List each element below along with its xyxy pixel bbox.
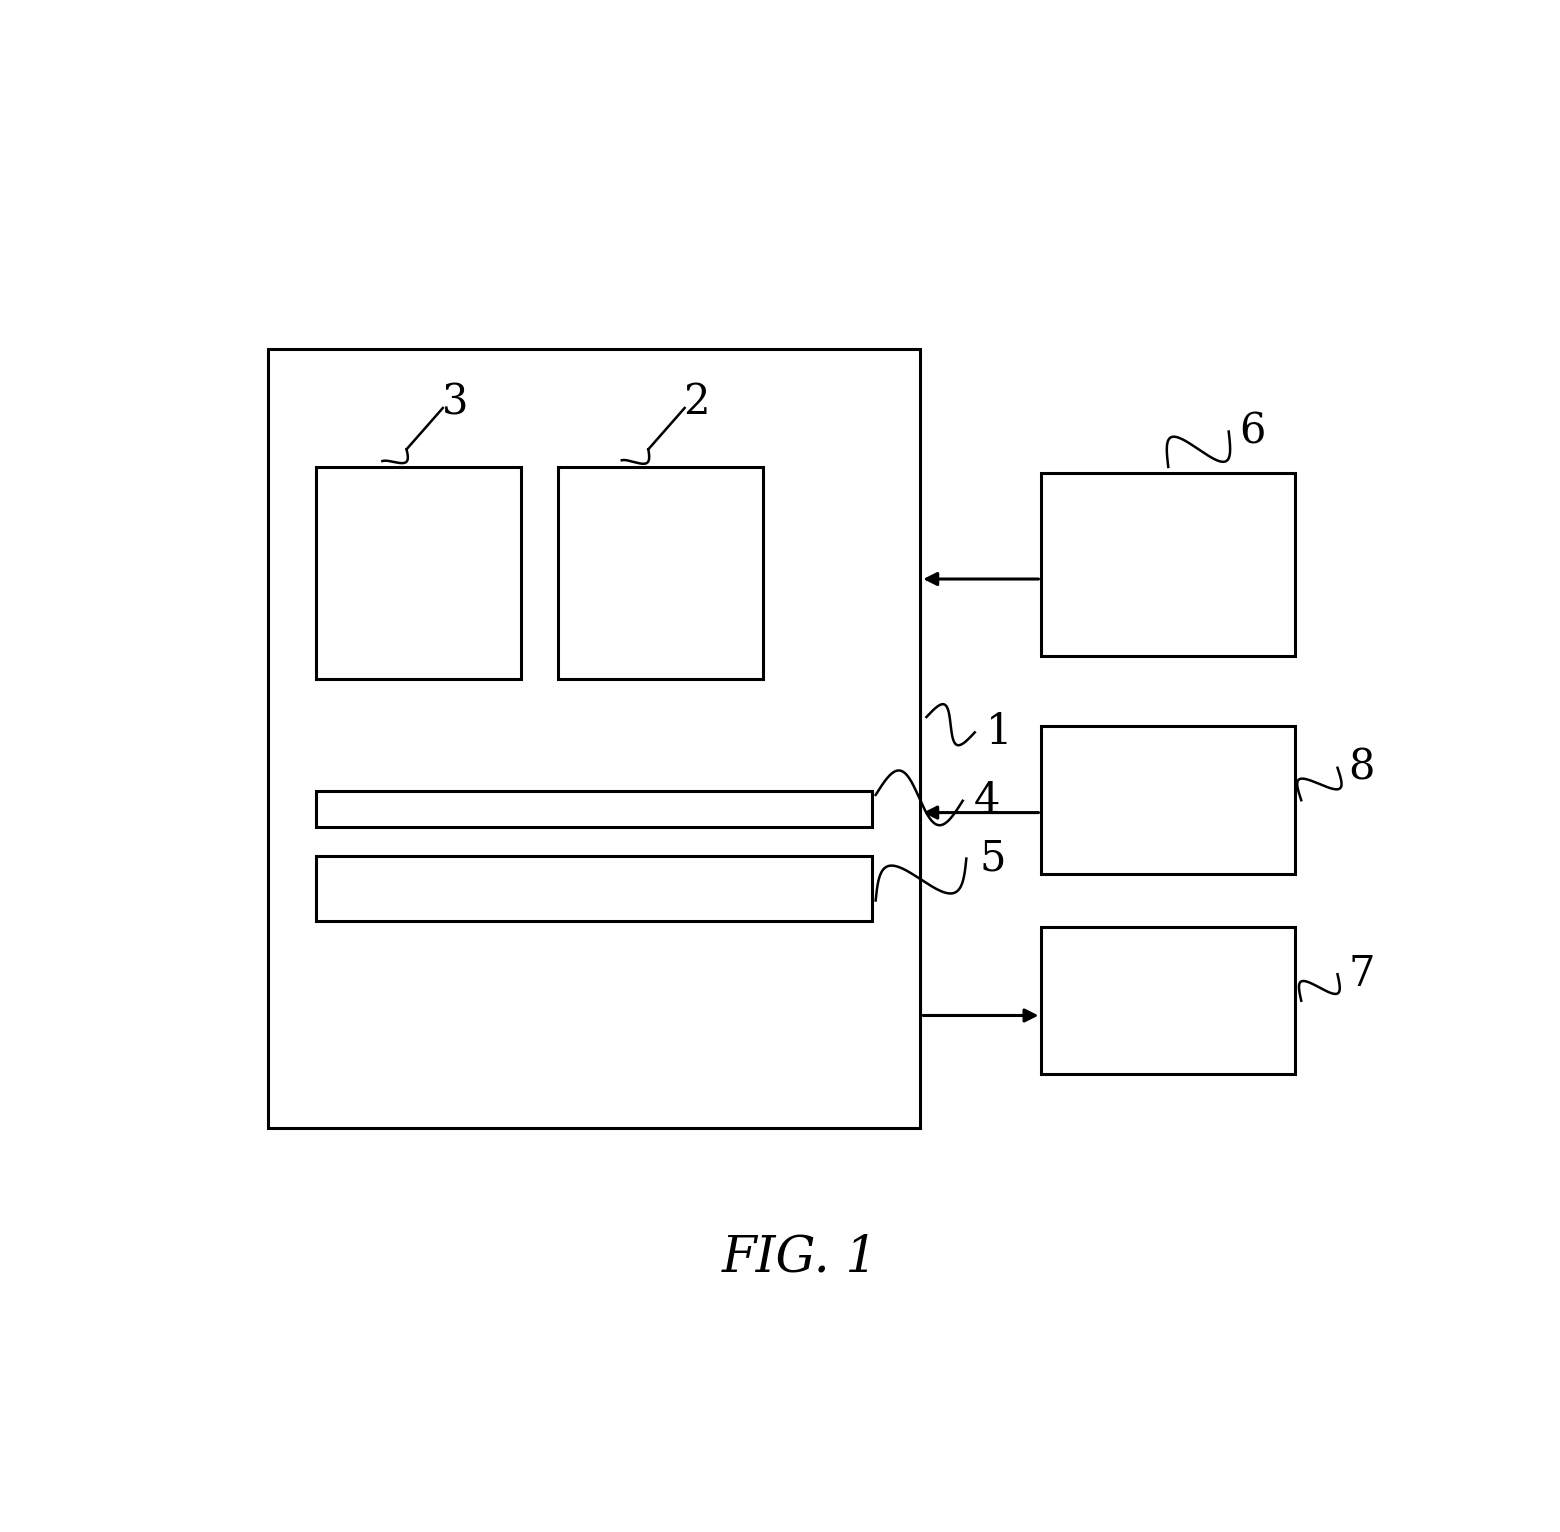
- Text: 6: 6: [1240, 411, 1267, 452]
- Text: 1: 1: [986, 711, 1012, 754]
- Text: 8: 8: [1348, 746, 1374, 789]
- Bar: [315, 856, 872, 921]
- Text: 3: 3: [441, 381, 468, 423]
- Text: 5: 5: [980, 838, 1006, 879]
- Bar: [1042, 927, 1295, 1074]
- Bar: [315, 792, 872, 827]
- Text: FIG. 1: FIG. 1: [721, 1233, 878, 1282]
- Text: 7: 7: [1348, 953, 1374, 996]
- Bar: [1042, 473, 1295, 656]
- Text: 2: 2: [683, 381, 710, 423]
- Text: 4: 4: [973, 780, 1000, 821]
- Bar: [558, 467, 763, 679]
- Bar: [1042, 726, 1295, 873]
- Bar: [315, 467, 521, 679]
- Bar: [268, 349, 920, 1128]
